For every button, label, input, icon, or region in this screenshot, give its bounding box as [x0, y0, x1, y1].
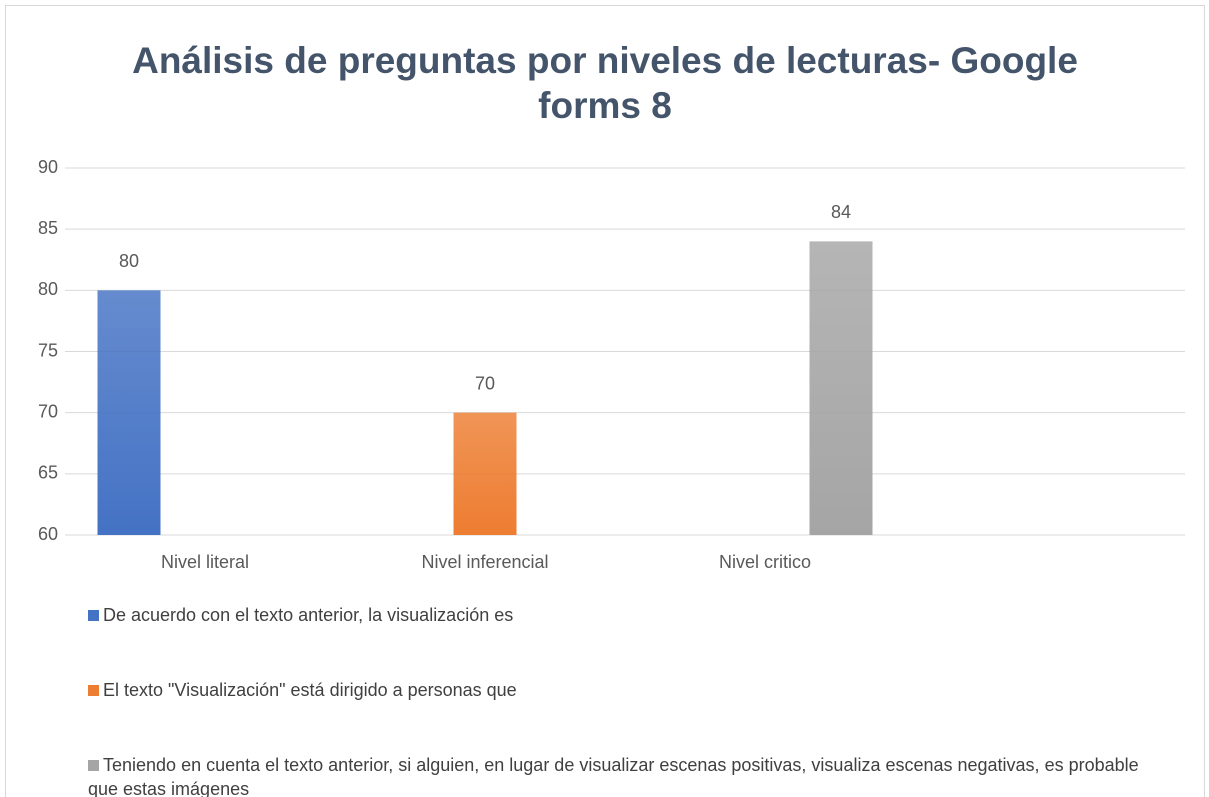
y-tick-label: 75	[38, 340, 58, 360]
legend-swatch	[88, 685, 99, 696]
bar	[809, 241, 873, 535]
legend-item: El texto "Visualización" está dirigido a…	[88, 678, 1148, 702]
y-tick-label: 80	[38, 279, 58, 299]
data-label: 80	[119, 251, 139, 271]
y-tick-label: 90	[38, 157, 58, 177]
data-label: 70	[475, 373, 495, 393]
legend-label: De acuerdo con el texto anterior, la vis…	[103, 605, 514, 625]
y-tick-label: 65	[38, 463, 58, 483]
x-tick-label: Nivel inferencial	[421, 552, 548, 572]
x-tick-label: Nivel critico	[719, 552, 811, 572]
y-tick-label: 85	[38, 218, 58, 238]
legend-item: De acuerdo con el texto anterior, la vis…	[88, 603, 1148, 627]
bar	[453, 412, 517, 535]
x-tick-label: Nivel literal	[161, 552, 249, 572]
legend-label: Teniendo en cuenta el texto anterior, si…	[88, 755, 1139, 797]
chart-frame	[5, 5, 1205, 797]
y-tick-label: 70	[38, 401, 58, 421]
data-label: 84	[831, 202, 851, 222]
chart-title: Análisis de preguntas por niveles de lec…	[132, 40, 1078, 126]
legend-swatch	[88, 760, 99, 771]
y-tick-label: 60	[38, 524, 58, 544]
legend-swatch	[88, 610, 99, 621]
legend-label: El texto "Visualización" está dirigido a…	[103, 680, 517, 700]
bar	[97, 290, 161, 535]
legend-item: Teniendo en cuenta el texto anterior, si…	[88, 753, 1148, 797]
